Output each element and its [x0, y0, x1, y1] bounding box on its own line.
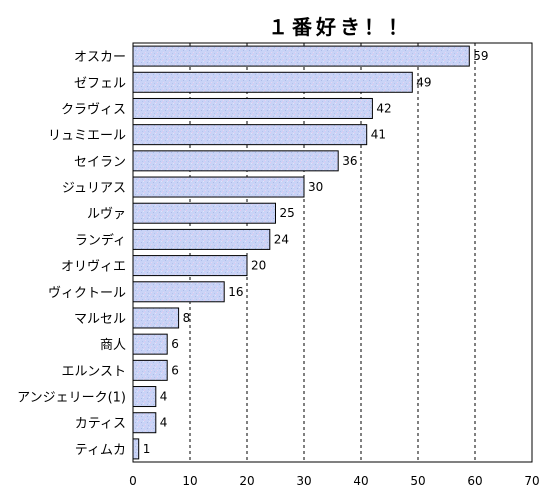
bar — [132, 386, 157, 408]
x-tick-label: 70 — [524, 474, 539, 488]
x-tick-label: 50 — [410, 474, 425, 488]
category-label: ゼフェル — [74, 76, 126, 91]
x-tick-label: 20 — [239, 474, 254, 488]
bar-value-label: 4 — [160, 390, 168, 404]
bar-value-label: 42 — [376, 101, 391, 115]
bar — [132, 255, 248, 277]
category-label: 商人 — [100, 338, 126, 353]
plot-area-frame — [132, 42, 533, 463]
bar — [132, 228, 271, 250]
bar — [132, 71, 413, 93]
category-label: ティムカ — [75, 443, 126, 458]
bar-value-label: 30 — [308, 180, 323, 194]
bar — [132, 45, 470, 67]
category-label: オリヴィエ — [61, 259, 126, 275]
bar — [132, 97, 373, 119]
bar — [132, 281, 225, 303]
category-label: ヴィクトール — [48, 285, 126, 301]
bar-value-label: 59 — [473, 49, 488, 63]
category-label: ルヴァ — [87, 206, 126, 222]
bar — [132, 176, 305, 198]
bar-value-label: 25 — [280, 206, 295, 220]
bar — [132, 124, 368, 146]
x-axis-ticks: 0 10 20 30 40 50 60 70 — [129, 474, 539, 488]
bar — [132, 202, 276, 224]
bar — [132, 412, 157, 434]
category-label: エルンスト — [62, 364, 126, 379]
x-tick-label: 10 — [182, 474, 197, 488]
category-label: ジュリアス — [62, 181, 126, 196]
bar — [132, 333, 168, 355]
category-label: セイラン — [74, 155, 126, 170]
bar-value-label: 41 — [371, 128, 386, 142]
bar-value-label: 4 — [160, 416, 168, 430]
bar-value-label: 8 — [183, 311, 191, 325]
bar-value-label: 49 — [416, 75, 431, 89]
bar-value-label: 20 — [251, 259, 266, 273]
bar — [132, 307, 180, 329]
category-label: マルセル — [74, 312, 126, 327]
bar-value-label: 6 — [171, 337, 179, 351]
category-label: オスカー — [74, 50, 126, 65]
bar-value-label: 16 — [228, 285, 243, 299]
bar — [132, 359, 168, 381]
bar-value-label: 6 — [171, 363, 179, 377]
category-labels: オスカーゼフェルクラヴィスリュミエールセイランジュリアスルヴァランディオリヴィエ… — [17, 50, 126, 458]
category-label: アンジェリーク(1) — [17, 391, 126, 406]
x-tick-label: 0 — [129, 474, 137, 488]
x-tick-label: 60 — [467, 474, 482, 488]
category-label: ランディ — [75, 232, 126, 248]
category-label: クラヴィス — [61, 101, 126, 117]
bar-value-label: 24 — [274, 232, 289, 246]
x-tick-label: 30 — [296, 474, 311, 488]
grid-lines — [189, 43, 476, 462]
bar-value-label: 36 — [342, 154, 357, 168]
category-label: リュミエール — [48, 129, 126, 144]
bar — [132, 150, 339, 172]
x-tick-label: 40 — [353, 474, 368, 488]
chart-title: １番好き！！ — [268, 15, 412, 39]
bar-value-label: 1 — [143, 442, 151, 456]
category-label: カティス — [75, 417, 126, 432]
bar — [132, 438, 140, 460]
